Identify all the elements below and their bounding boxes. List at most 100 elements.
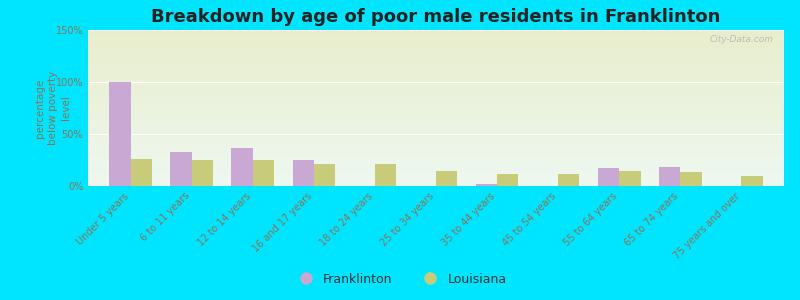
- Bar: [88, 89, 784, 90]
- Bar: [231, 148, 253, 186]
- Bar: [192, 160, 213, 186]
- Bar: [88, 99, 784, 100]
- Bar: [88, 57, 784, 58]
- Bar: [742, 176, 762, 186]
- Bar: [88, 155, 784, 156]
- Bar: [88, 141, 784, 142]
- Bar: [88, 66, 784, 67]
- Bar: [88, 149, 784, 150]
- Bar: [88, 93, 784, 94]
- Bar: [88, 131, 784, 132]
- Bar: [88, 148, 784, 149]
- Bar: [88, 59, 784, 60]
- Bar: [88, 35, 784, 36]
- Bar: [88, 182, 784, 183]
- Bar: [88, 76, 784, 77]
- Bar: [88, 139, 784, 140]
- Bar: [88, 107, 784, 108]
- Bar: [88, 34, 784, 35]
- Bar: [88, 179, 784, 180]
- Bar: [88, 52, 784, 53]
- Bar: [88, 174, 784, 175]
- Bar: [88, 147, 784, 148]
- Bar: [88, 115, 784, 116]
- Bar: [88, 69, 784, 70]
- Bar: [88, 140, 784, 141]
- Bar: [88, 64, 784, 65]
- Bar: [88, 68, 784, 69]
- Bar: [88, 160, 784, 161]
- Bar: [88, 103, 784, 104]
- Bar: [88, 157, 784, 158]
- Bar: [88, 136, 784, 137]
- Bar: [88, 96, 784, 97]
- Bar: [88, 137, 784, 138]
- Bar: [88, 44, 784, 45]
- Bar: [88, 46, 784, 47]
- Bar: [88, 54, 784, 55]
- Bar: [88, 49, 784, 50]
- Bar: [88, 121, 784, 122]
- Bar: [598, 168, 619, 186]
- Text: City-Data.com: City-Data.com: [710, 35, 774, 44]
- Bar: [88, 172, 784, 173]
- Bar: [88, 87, 784, 88]
- Bar: [88, 112, 784, 113]
- Bar: [88, 77, 784, 78]
- Bar: [88, 45, 784, 46]
- Bar: [88, 84, 784, 85]
- Bar: [88, 130, 784, 131]
- Bar: [88, 32, 784, 33]
- Bar: [88, 104, 784, 105]
- Bar: [88, 132, 784, 133]
- Bar: [130, 159, 152, 186]
- Bar: [88, 145, 784, 146]
- Bar: [88, 88, 784, 89]
- Bar: [88, 142, 784, 143]
- Bar: [88, 129, 784, 130]
- Bar: [88, 85, 784, 86]
- Bar: [88, 128, 784, 129]
- Bar: [88, 72, 784, 73]
- Bar: [88, 90, 784, 91]
- Bar: [88, 100, 784, 101]
- Bar: [88, 150, 784, 151]
- Bar: [88, 47, 784, 48]
- Bar: [88, 108, 784, 109]
- Bar: [88, 94, 784, 95]
- Bar: [88, 173, 784, 174]
- Bar: [88, 122, 784, 123]
- Bar: [88, 40, 784, 41]
- Bar: [88, 164, 784, 165]
- Legend: Franklinton, Louisiana: Franklinton, Louisiana: [288, 268, 512, 291]
- Bar: [88, 158, 784, 159]
- Bar: [476, 184, 497, 186]
- Bar: [88, 183, 784, 184]
- Bar: [88, 184, 784, 185]
- Bar: [88, 161, 784, 162]
- Bar: [88, 36, 784, 37]
- Bar: [88, 159, 784, 160]
- Bar: [88, 82, 784, 83]
- Bar: [88, 143, 784, 144]
- Bar: [88, 81, 784, 82]
- Bar: [88, 154, 784, 155]
- Bar: [88, 156, 784, 157]
- Bar: [88, 133, 784, 134]
- Bar: [88, 171, 784, 172]
- Bar: [88, 126, 784, 127]
- Bar: [88, 65, 784, 66]
- Bar: [88, 134, 784, 135]
- Bar: [88, 73, 784, 74]
- Bar: [88, 119, 784, 120]
- Bar: [88, 31, 784, 32]
- Bar: [88, 98, 784, 99]
- Bar: [88, 95, 784, 96]
- Bar: [88, 56, 784, 57]
- Bar: [659, 167, 680, 186]
- Bar: [88, 113, 784, 114]
- Bar: [88, 74, 784, 75]
- Bar: [88, 33, 784, 34]
- Bar: [88, 111, 784, 112]
- Bar: [88, 165, 784, 166]
